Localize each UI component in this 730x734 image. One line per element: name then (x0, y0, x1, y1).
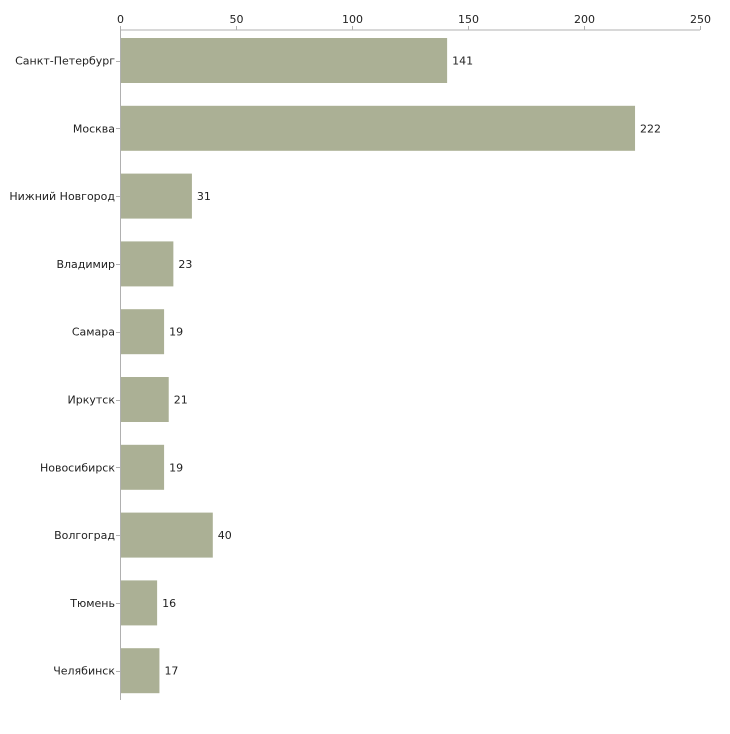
bar (121, 377, 169, 422)
bar (121, 173, 192, 219)
bar (121, 444, 165, 490)
data-label: 17 (164, 665, 178, 678)
x-tick-label: 200 (574, 13, 595, 26)
x-tick-label: 100 (342, 13, 363, 26)
category-label: Москва (73, 122, 115, 135)
bar (121, 309, 165, 355)
bar (121, 512, 213, 558)
bar (121, 105, 636, 151)
data-labels-group: 141 222 31 23 19 21 19 40 16 17 (162, 55, 661, 678)
category-label: Санкт-Петербург (15, 55, 115, 68)
y-axis (116, 30, 121, 700)
data-label: 222 (640, 122, 661, 135)
x-axis: 0 50 100 150 200 250 (117, 13, 711, 31)
data-label: 23 (178, 258, 192, 271)
category-label: Нижний Новгород (9, 190, 115, 203)
data-label: 16 (162, 597, 176, 610)
category-label: Владимир (56, 258, 115, 271)
data-label: 31 (197, 190, 211, 203)
x-tick-label: 150 (458, 13, 479, 26)
category-label: Самара (72, 326, 115, 339)
bar (121, 648, 160, 694)
data-label: 19 (169, 326, 183, 339)
bar (121, 241, 174, 287)
data-label: 19 (169, 461, 183, 474)
data-label: 40 (218, 529, 232, 542)
category-label: Иркутск (68, 394, 116, 407)
data-label: 21 (174, 394, 188, 407)
x-tick-label: 250 (690, 13, 711, 26)
category-label: Тюмень (69, 597, 115, 610)
data-label: 141 (452, 55, 473, 68)
category-labels-group: Санкт-Петербург Москва Нижний Новгород Влад… (9, 55, 115, 678)
bar (121, 580, 158, 626)
x-tick-label: 0 (117, 13, 124, 26)
category-label: Новосибирск (40, 461, 115, 474)
bars-group (121, 38, 636, 694)
x-tick-label: 50 (230, 13, 244, 26)
category-label: Волгоград (54, 529, 115, 542)
category-label: Челябинск (53, 665, 115, 678)
bar (121, 38, 448, 83)
